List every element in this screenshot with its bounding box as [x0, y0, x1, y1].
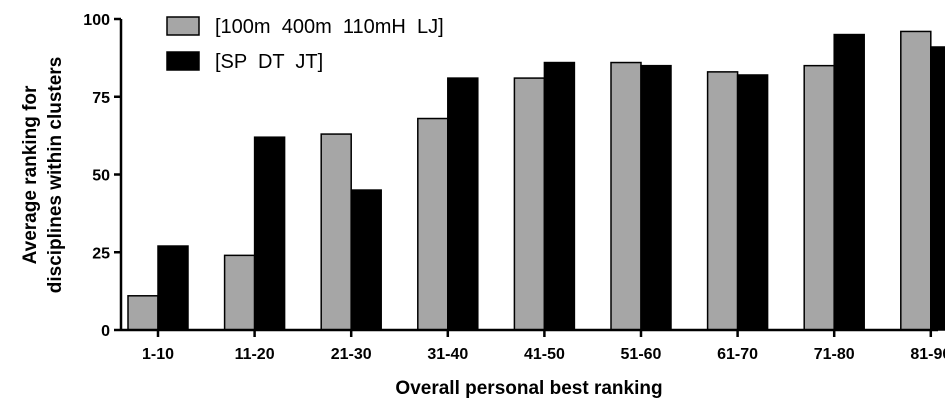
- bar-series-1-41-50: [513, 77, 546, 331]
- bar-series-1-31-40: [417, 117, 449, 331]
- legend: [100m 400m 110mH LJ] [SP DT JT]: [166, 16, 444, 73]
- x-axis-title: Overall personal best ranking: [395, 378, 662, 399]
- y-tick-label: 50: [92, 168, 110, 185]
- bar-series-2-81-90: [930, 46, 945, 331]
- x-tick-label: 41-50: [524, 346, 565, 363]
- bar-series-2-21-30: [350, 189, 382, 331]
- bar-series-2-1-10: [157, 245, 189, 331]
- bar-series-1-21-30: [320, 133, 352, 331]
- x-tick-label: 11-20: [235, 346, 275, 363]
- x-tick-label: 1-10: [142, 346, 174, 363]
- x-tick-label: 31-40: [427, 346, 468, 363]
- legend-label-series-1: [100m 400m 110mH LJ]: [215, 16, 444, 38]
- y-axis-title: Average ranking for disciplines within c…: [20, 57, 66, 294]
- y-axis-title-line-2: disciplines within clusters: [45, 57, 66, 294]
- bar-series-2-11-20: [253, 136, 286, 331]
- bar-series-2-41-50: [543, 61, 576, 331]
- x-ticks: 1-10 11-20 21-30 31-40 41-50 51-60 61-70 71-80 8…: [142, 330, 945, 363]
- x-tick-label: 61-70: [717, 346, 758, 363]
- y-tick-label: 0: [101, 323, 110, 340]
- bar-series-2-51-60: [640, 64, 672, 331]
- y-tick-label: 75: [92, 90, 110, 107]
- x-tick-label: 71-80: [814, 346, 855, 363]
- bars-layer: [127, 30, 945, 331]
- x-tick-label: 21-30: [331, 346, 372, 363]
- y-axis-title-line-1: Average ranking for: [20, 85, 41, 264]
- x-tick-label: 51-60: [621, 346, 662, 363]
- bar-series-2-71-80: [833, 33, 865, 331]
- legend-label-series-2: [SP DT JT]: [215, 51, 323, 73]
- y-ticks: 0 25 50 75 100: [83, 12, 121, 340]
- y-tick-label: 25: [92, 245, 110, 262]
- bar-series-1-1-10: [127, 295, 159, 331]
- bar-series-1-11-20: [223, 254, 256, 331]
- y-tick-label: 100: [83, 12, 110, 29]
- x-tick-label: 81-90: [910, 346, 945, 363]
- bar-series-1-81-90: [900, 30, 932, 331]
- legend-swatch-series-1: [166, 16, 200, 36]
- bar-series-1-51-60: [610, 61, 642, 331]
- bar-series-2-61-70: [736, 74, 769, 331]
- bar-series-1-71-80: [803, 64, 835, 331]
- bar-series-1-61-70: [706, 71, 739, 331]
- bar-series-2-31-40: [447, 77, 479, 331]
- legend-swatch-series-2: [166, 51, 200, 71]
